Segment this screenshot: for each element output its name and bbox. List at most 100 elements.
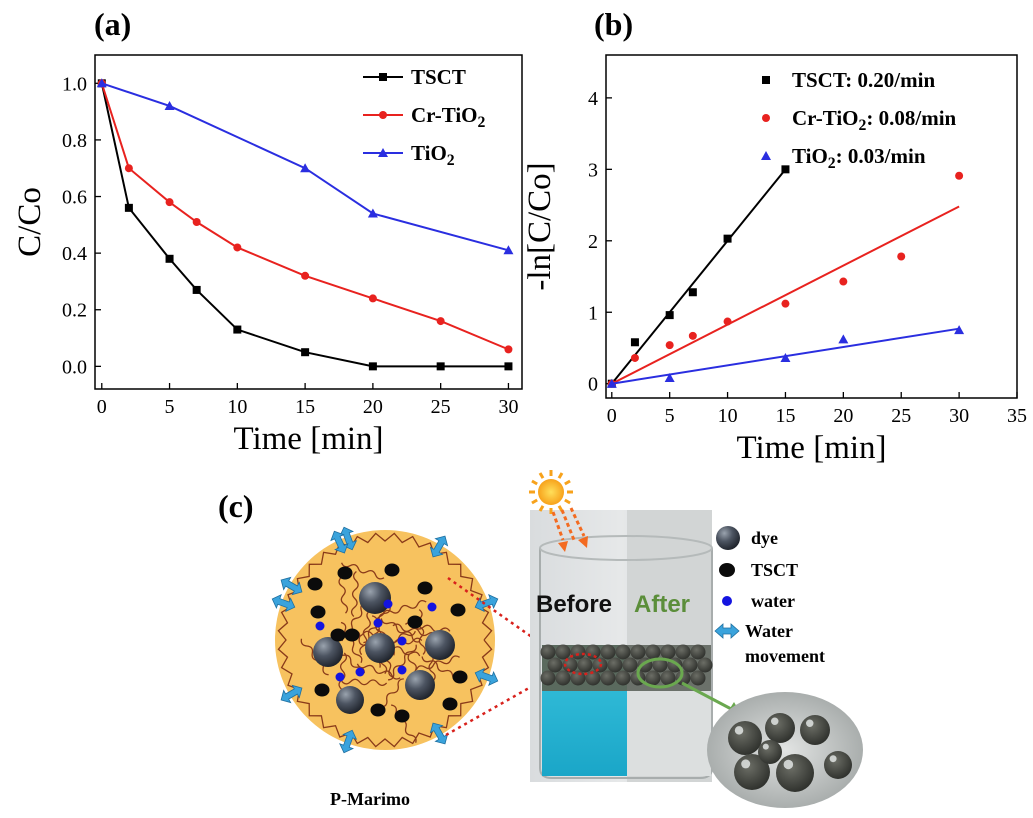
data-point [606, 378, 617, 388]
legend-label: TiO2: 0.03/min [792, 144, 926, 172]
legend-label: Cr-TiO2: 0.08/min [792, 106, 957, 134]
tsct-dot [314, 683, 330, 697]
data-point [954, 325, 965, 335]
data-point [301, 348, 310, 357]
data-point [723, 234, 732, 243]
tsct-dot [384, 563, 400, 577]
data-point [504, 362, 513, 371]
legend-entry: TiO2 [363, 141, 455, 169]
x-tick-label: 10 [227, 396, 247, 418]
data-point [781, 165, 790, 174]
legend-tsct: TSCT [751, 560, 798, 580]
y-tick-label: 0.0 [62, 356, 87, 378]
photo-bead [690, 644, 706, 660]
water-dot-icon [722, 596, 732, 606]
data-point [367, 208, 378, 218]
dye-sphere [336, 686, 364, 714]
tsct-dot [337, 566, 353, 580]
zoom-arrow [681, 681, 736, 713]
y-tick-label: 0.6 [62, 187, 87, 209]
legend-entry: TSCT: 0.20/min [762, 68, 935, 92]
legend-marker [379, 73, 387, 81]
photo-bead [562, 657, 578, 673]
tsct-dot-icon [719, 563, 735, 577]
after-highlight-ellipse [636, 657, 684, 689]
photo-bead [682, 657, 698, 673]
water-movement-arrow [280, 684, 303, 704]
photo-bead [690, 670, 706, 686]
data-point [955, 171, 964, 180]
y-axis-label: C/Co [12, 187, 48, 257]
photo-bead [555, 670, 571, 686]
before-highlight-ellipse [563, 652, 603, 676]
photo-bead [645, 670, 661, 686]
data-point [503, 245, 514, 255]
data-point [301, 271, 310, 280]
x-tick-label: 30 [498, 396, 518, 418]
water-movement-arrow [339, 729, 358, 754]
tsct-dot [330, 628, 346, 642]
photo-bead [600, 670, 616, 686]
x-tick-label: 35 [1007, 405, 1027, 427]
tsct-dot [442, 697, 458, 711]
closeup-bead [728, 721, 762, 755]
photo-bead [577, 657, 593, 673]
x-tick-label: 0 [607, 405, 617, 427]
data-point [233, 325, 242, 334]
photo-bead [585, 670, 601, 686]
y-tick-label: 0 [588, 374, 598, 396]
data-point [838, 334, 849, 344]
water-dot [397, 636, 407, 646]
data-point [165, 254, 174, 263]
y-tick-label: 3 [588, 159, 598, 181]
data-point [688, 288, 697, 297]
legend-marker [378, 148, 388, 157]
data-point [839, 277, 848, 286]
series-2 [606, 325, 965, 388]
schematic-c: Before After dye TSCT water [271, 470, 863, 809]
tsct-dot [394, 709, 410, 723]
fit-line [611, 205, 960, 385]
legend-entry: TSCT [363, 65, 466, 89]
y-tick-label: 0.2 [62, 300, 87, 322]
legend-water-movement-2: movement [745, 646, 825, 666]
after-label: After [634, 591, 690, 618]
tsct-dot [310, 605, 326, 619]
water-movement-arrow [474, 667, 499, 686]
closeup-bead [765, 713, 795, 743]
y-tick-label: 0.8 [62, 130, 87, 152]
photo-bead [540, 670, 556, 686]
x-tick-label: 15 [295, 396, 315, 418]
legend-marker [761, 151, 771, 160]
x-axis-label: Time [min] [736, 430, 886, 466]
data-point [96, 78, 107, 88]
tsct-dot [307, 577, 323, 591]
panel-label-b: (b) [594, 6, 633, 42]
legend-dye: dye [751, 528, 778, 548]
photo-bead [652, 657, 668, 673]
dye-sphere [313, 637, 343, 667]
photo-bead [630, 644, 646, 660]
data-point [192, 285, 201, 294]
data-point [630, 338, 639, 347]
photo-bead [645, 644, 661, 660]
data-point [504, 345, 513, 354]
tsct-dot [450, 603, 466, 617]
x-tick-label: 30 [949, 405, 969, 427]
p-marimo-bead [271, 526, 499, 754]
water-dot [373, 618, 383, 628]
photo-bead [570, 644, 586, 660]
water-movement-arrow [474, 594, 499, 613]
plot-frame [605, 54, 1018, 399]
tsct-dot [407, 615, 423, 629]
y-tick-label: 1 [588, 302, 598, 324]
y-tick-label: 1.0 [62, 73, 87, 95]
data-point [780, 352, 791, 362]
water-dot [397, 665, 407, 675]
closeup-bead [776, 754, 814, 792]
sun-icon [529, 470, 588, 552]
x-axis-label: Time [min] [233, 421, 383, 457]
plot-frame [94, 54, 523, 390]
photo-bead [615, 670, 631, 686]
photo-bead [555, 644, 571, 660]
